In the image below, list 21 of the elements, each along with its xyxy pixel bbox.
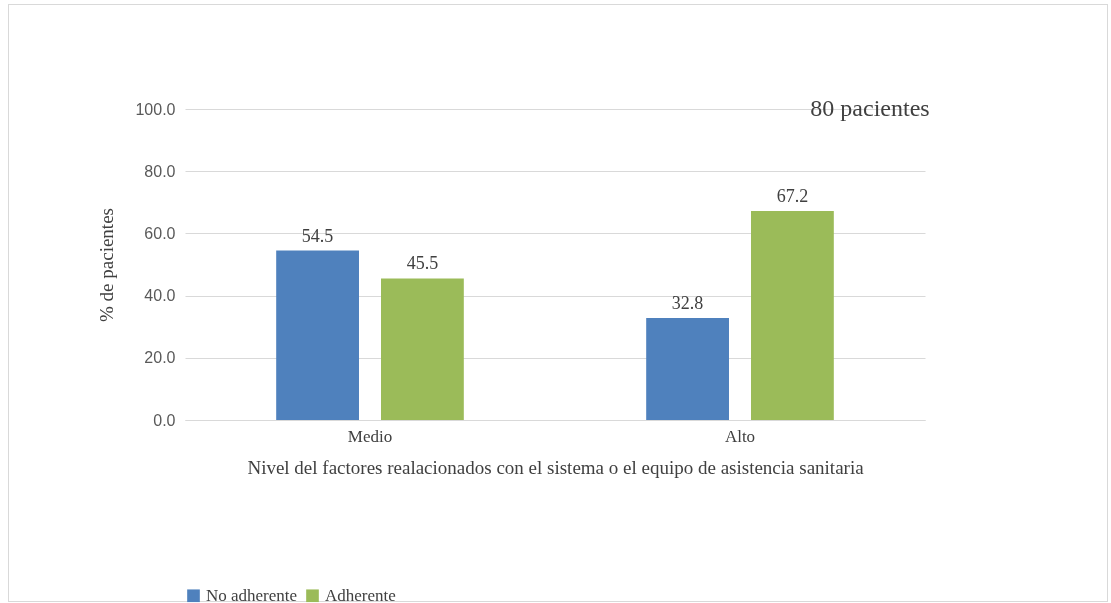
legend-label: No adherente xyxy=(206,585,298,603)
y-tick-label: 0.0 xyxy=(153,411,176,429)
y-tick-label: 40.0 xyxy=(144,287,176,305)
legend-label: Adherente xyxy=(325,585,396,603)
bar xyxy=(381,278,464,420)
annotation: 80 pacientes xyxy=(810,95,930,121)
y-tick-label: 100.0 xyxy=(135,100,176,118)
y-tick-label: 60.0 xyxy=(144,224,176,242)
data-label: 32.8 xyxy=(671,292,704,313)
bar xyxy=(751,211,834,420)
bar xyxy=(646,317,729,420)
data-label: 45.5 xyxy=(406,253,439,274)
data-label: 54.5 xyxy=(301,225,334,246)
y-axis-title: % de pacientes xyxy=(96,208,118,322)
y-tick-label: 20.0 xyxy=(144,349,176,367)
data-label: 67.2 xyxy=(776,186,809,207)
x-tick-label: Medio xyxy=(347,426,393,446)
y-tick-label: 80.0 xyxy=(144,162,176,180)
x-axis-title: Nivel del factores realacionados con el sistema o el equipo de asistencia sanitaria xyxy=(247,456,865,478)
x-tick-label: Alto xyxy=(724,426,756,446)
bar xyxy=(276,250,359,420)
